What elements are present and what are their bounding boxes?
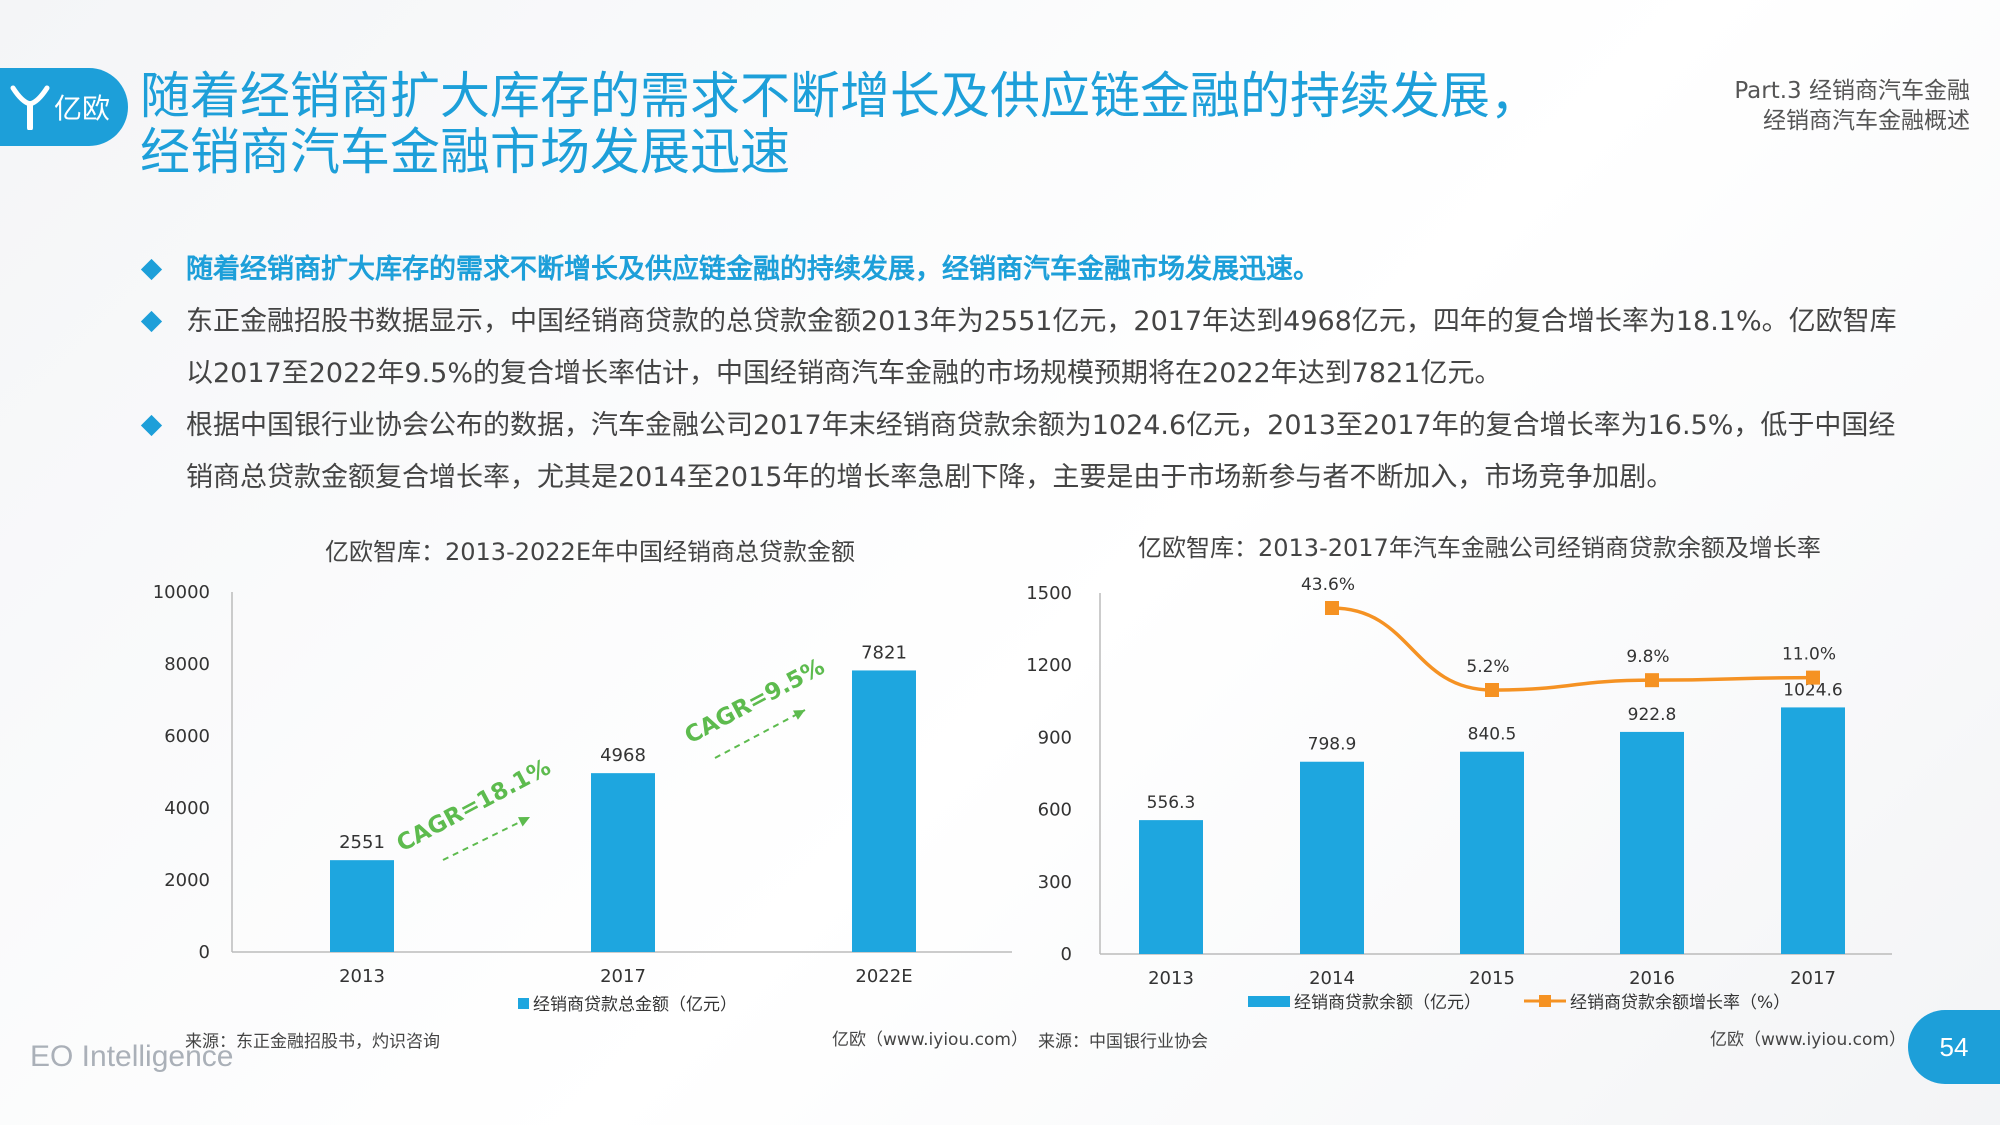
y-tick-label: 4000 bbox=[164, 798, 210, 819]
y-tick-label: 8000 bbox=[164, 654, 210, 675]
logo-text: 亿欧 bbox=[54, 92, 111, 125]
left-chart-source: 来源：东正金融招股书，灼识咨询 bbox=[185, 1032, 440, 1052]
x-tick-label: 2017 bbox=[600, 966, 646, 987]
y-tick-label: 900 bbox=[1038, 727, 1072, 748]
x-tick-label: 2013 bbox=[1148, 968, 1194, 989]
y-tick-label: 10000 bbox=[153, 582, 210, 603]
legend-marker bbox=[1539, 995, 1551, 1007]
legend-swatch bbox=[1248, 996, 1290, 1007]
bar-2013 bbox=[1139, 820, 1203, 954]
cagr-arrow-head-icon bbox=[793, 710, 805, 720]
bullet-item: 东正金融招股书数据显示，中国经销商贷款的总贷款金额2013年为2551亿元，20… bbox=[140, 296, 1920, 400]
legend-swatch bbox=[518, 998, 529, 1009]
cagr-arrow-head-icon bbox=[518, 817, 530, 827]
y-tick-label: 1200 bbox=[1026, 655, 1072, 676]
legend-label: 经销商贷款总金额（亿元） bbox=[533, 995, 737, 1015]
data-label: 922.8 bbox=[1628, 705, 1677, 725]
x-tick-label: 2015 bbox=[1469, 968, 1515, 989]
bullet-item: 根据中国银行业协会公布的数据，汽车金融公司2017年末经销商贷款余额为1024.… bbox=[140, 400, 1920, 504]
left-chart-title: 亿欧智库：2013-2022E年中国经销商总贷款金额 bbox=[325, 538, 855, 566]
y-tick-label: 2000 bbox=[164, 870, 210, 891]
part-line-1: Part.3 经销商汽车金融 bbox=[1734, 78, 1970, 104]
data-label: 4968 bbox=[600, 745, 646, 766]
x-tick-label: 2014 bbox=[1309, 968, 1355, 989]
right-chart-source: 来源：中国银行业协会 bbox=[1038, 1032, 1208, 1052]
bar-2014 bbox=[1300, 761, 1364, 954]
y-tick-label: 300 bbox=[1038, 872, 1072, 893]
title-line-2: 经销商汽车金融市场发展迅速 bbox=[140, 123, 790, 181]
section-label: Part.3 经销商汽车金融 经销商汽车金融概述 bbox=[1734, 76, 1970, 136]
y-tick-label: 0 bbox=[1061, 944, 1072, 965]
x-tick-label: 2016 bbox=[1629, 968, 1675, 989]
logo-badge: 亿欧 bbox=[0, 68, 128, 146]
data-label: 2551 bbox=[339, 832, 385, 853]
page-number: 54 bbox=[1908, 1010, 2000, 1084]
growth-rate-label: 5.2% bbox=[1466, 657, 1509, 677]
title-line-1: 随着经销商扩大库存的需求不断增长及供应链金融的持续发展， bbox=[140, 67, 1540, 125]
data-label: 7821 bbox=[861, 642, 907, 663]
right-chart-title: 亿欧智库：2013-2017年汽车金融公司经销商贷款余额及增长率 bbox=[1138, 534, 1821, 562]
growth-rate-label: 9.8% bbox=[1626, 647, 1669, 667]
data-label: 1024.6 bbox=[1783, 680, 1842, 700]
legend-label: 经销商贷款余额（亿元） bbox=[1294, 993, 1481, 1013]
data-label: 798.9 bbox=[1308, 735, 1357, 755]
y-tick-label: 1500 bbox=[1026, 583, 1072, 604]
data-label: 556.3 bbox=[1147, 793, 1196, 813]
y-tick-label: 6000 bbox=[164, 726, 210, 747]
footer-brand: EO Intelligence bbox=[30, 1040, 234, 1073]
yiou-logo-icon bbox=[10, 85, 50, 130]
bar-2022E bbox=[852, 670, 916, 952]
bar-2017 bbox=[591, 773, 655, 952]
bullet-list: 随着经销商扩大库存的需求不断增长及供应链金融的持续发展，经销商汽车金融市场发展迅… bbox=[140, 244, 1920, 504]
part-line-2: 经销商汽车金融概述 bbox=[1763, 108, 1970, 134]
bar-2017 bbox=[1781, 707, 1845, 954]
page-title: 随着经销商扩大库存的需求不断增长及供应链金融的持续发展， 经销商汽车金融市场发展… bbox=[140, 68, 1640, 180]
x-tick-label: 2022E bbox=[855, 966, 912, 987]
left-chart-credit: 亿欧（www.iyiou.com） bbox=[832, 1030, 1028, 1050]
bullet-item: 随着经销商扩大库存的需求不断增长及供应链金融的持续发展，经销商汽车金融市场发展迅… bbox=[140, 244, 1920, 296]
growth-rate-point bbox=[1485, 683, 1499, 697]
cagr-arrow-line bbox=[714, 709, 806, 759]
cagr-arrow-line bbox=[442, 816, 531, 861]
y-tick-label: 0 bbox=[199, 942, 210, 963]
growth-rate-point bbox=[1645, 673, 1659, 688]
bar-2016 bbox=[1620, 731, 1684, 954]
bar-2015 bbox=[1460, 751, 1524, 954]
legend-label: 经销商贷款余额增长率（%） bbox=[1570, 993, 1790, 1013]
right-chart-credit: 亿欧（www.iyiou.com） bbox=[1710, 1030, 1906, 1050]
growth-rate-label: 43.6% bbox=[1301, 575, 1355, 595]
data-label: 840.5 bbox=[1468, 725, 1517, 745]
growth-rate-label: 11.0% bbox=[1782, 645, 1836, 665]
growth-rate-point bbox=[1806, 670, 1820, 685]
x-tick-label: 2013 bbox=[339, 966, 385, 987]
y-tick-label: 600 bbox=[1038, 800, 1072, 821]
x-tick-label: 2017 bbox=[1790, 968, 1836, 989]
bar-2013 bbox=[330, 860, 394, 952]
growth-rate-line bbox=[1331, 606, 1814, 692]
growth-rate-point bbox=[1325, 601, 1339, 615]
